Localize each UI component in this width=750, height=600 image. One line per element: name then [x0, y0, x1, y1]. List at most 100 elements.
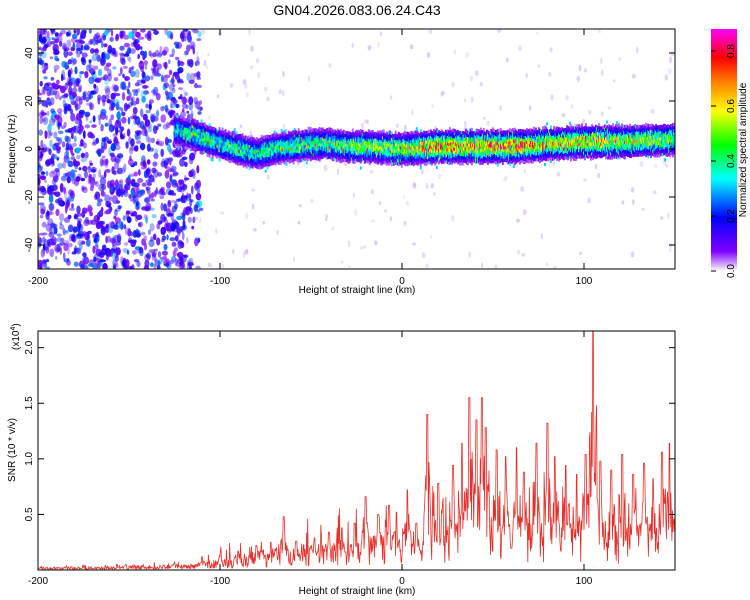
spectrogram-cell	[232, 156, 235, 160]
spectrogram-cell	[70, 112, 76, 122]
spectrogram-cell	[470, 75, 474, 82]
spectrogram-cell	[216, 135, 219, 139]
spectrogram-cell	[176, 130, 179, 134]
spectrogram-cell	[101, 244, 107, 251]
spectrogram-cell	[286, 140, 289, 144]
spectrogram-cell	[171, 179, 177, 186]
spectrogram-cell	[235, 137, 238, 141]
spectrogram-cell	[281, 145, 284, 149]
spectrogram-cell	[99, 158, 104, 167]
spectrogram-cell	[104, 85, 111, 93]
spectrogram-cell	[248, 147, 251, 152]
spectrogram-cell	[242, 155, 245, 159]
spectrogram-cell	[186, 143, 189, 147]
spectrogram-cell	[135, 206, 141, 210]
spectrogram-cell	[53, 131, 58, 139]
spectrogram-cell	[79, 40, 85, 45]
spectrogram-cell	[282, 146, 285, 150]
spectrogram-cell	[96, 201, 102, 207]
spectrogram-cell	[285, 137, 288, 141]
spectrogram-cell	[223, 142, 226, 146]
spectrogram-cell	[67, 59, 72, 65]
spectrogram-cell	[211, 142, 214, 146]
spectrogram-cell	[235, 156, 238, 160]
spectrogram-cell	[282, 143, 285, 147]
spectrogram-cell	[205, 65, 208, 70]
spectrogram-cell	[82, 230, 86, 236]
spectrogram-cell	[57, 162, 64, 169]
spectrogram-cell	[225, 141, 228, 145]
spectrogram-cell	[218, 149, 221, 153]
spectrogram-cell	[165, 108, 170, 114]
spectrogram-cell	[45, 246, 50, 254]
spectrogram-cell	[211, 127, 214, 131]
spectrogram-cell	[213, 133, 216, 137]
spectrogram-cell	[150, 137, 156, 144]
spectrogram-cell	[205, 131, 208, 135]
spectrogram-cell	[246, 248, 249, 254]
spectrogram-cell	[231, 143, 234, 147]
spectrogram-cell	[192, 47, 196, 55]
spectrogram-cell	[221, 130, 224, 134]
spectrogram-cell	[178, 131, 181, 135]
spectrogram-cell	[67, 258, 70, 262]
spectrogram-cell	[267, 150, 270, 154]
spectrogram-cell	[151, 214, 157, 219]
spectrogram-cell	[250, 141, 253, 145]
spectrogram-cell	[230, 154, 233, 158]
spectrogram-cell	[209, 132, 212, 136]
spectrogram-cell	[173, 128, 176, 132]
spectrogram-cell	[276, 155, 279, 160]
spectrogram-cell	[207, 53, 210, 57]
spectrogram-cell	[207, 138, 210, 142]
spectrogram-cell	[167, 222, 173, 227]
spectrogram-cell	[240, 140, 243, 144]
spectrogram-cell	[52, 160, 55, 166]
spectrogram-cell	[237, 140, 240, 144]
spectrogram-cell	[242, 151, 245, 156]
spectrogram-cell	[276, 229, 280, 235]
spectrogram-cell	[180, 115, 183, 119]
spectrogram-cell	[150, 75, 154, 81]
spectrogram-cell	[146, 182, 152, 187]
spectrogram-cell	[264, 135, 267, 139]
spectrogram-cell	[59, 213, 65, 222]
spectrogram-cell	[150, 236, 154, 242]
spectrogram-cell	[246, 152, 249, 156]
spectrogram-cell	[113, 136, 118, 145]
spectrogram-cell	[203, 150, 206, 154]
spectrogram-cell	[402, 194, 405, 200]
spectrogram-cell	[201, 132, 204, 136]
spectrogram-cell	[249, 140, 252, 144]
spectrogram-cell	[241, 161, 244, 165]
spectrogram-cell	[121, 91, 126, 101]
spectrogram-cell	[164, 82, 169, 89]
spectrogram-cell	[90, 48, 95, 54]
spectrogram-cell	[271, 162, 274, 166]
spectrogram-cell	[287, 146, 290, 150]
spectrogram-cell	[251, 146, 254, 150]
spectrogram-cell	[120, 131, 123, 140]
spectrogram-cell	[235, 159, 238, 163]
spectrogram-cell	[196, 119, 199, 124]
spectrogram-cell	[239, 155, 242, 160]
spectrogram-cell	[251, 159, 254, 163]
spectrogram-cell	[265, 153, 268, 157]
spectrogram-cell	[40, 112, 47, 116]
spectrogram-cell	[148, 174, 155, 183]
spectrogram-cell	[207, 125, 210, 129]
spectrogram-cell	[325, 217, 328, 222]
spectrogram-cell	[193, 96, 198, 105]
spectrogram-cell	[261, 155, 264, 159]
spectrogram-cell	[192, 29, 195, 33]
spectrogram-cell	[171, 48, 175, 56]
spectrogram-cell	[165, 121, 171, 128]
spectrogram-cell	[75, 147, 81, 154]
spectrogram-cell	[189, 126, 192, 130]
spectrogram-cell	[636, 46, 639, 54]
spectrogram-cell	[238, 134, 241, 138]
spectrogram-cell	[256, 162, 259, 166]
spectrogram-cell	[212, 130, 215, 134]
spectrogram-cell	[279, 143, 282, 147]
spectrogram-cell	[389, 216, 392, 222]
